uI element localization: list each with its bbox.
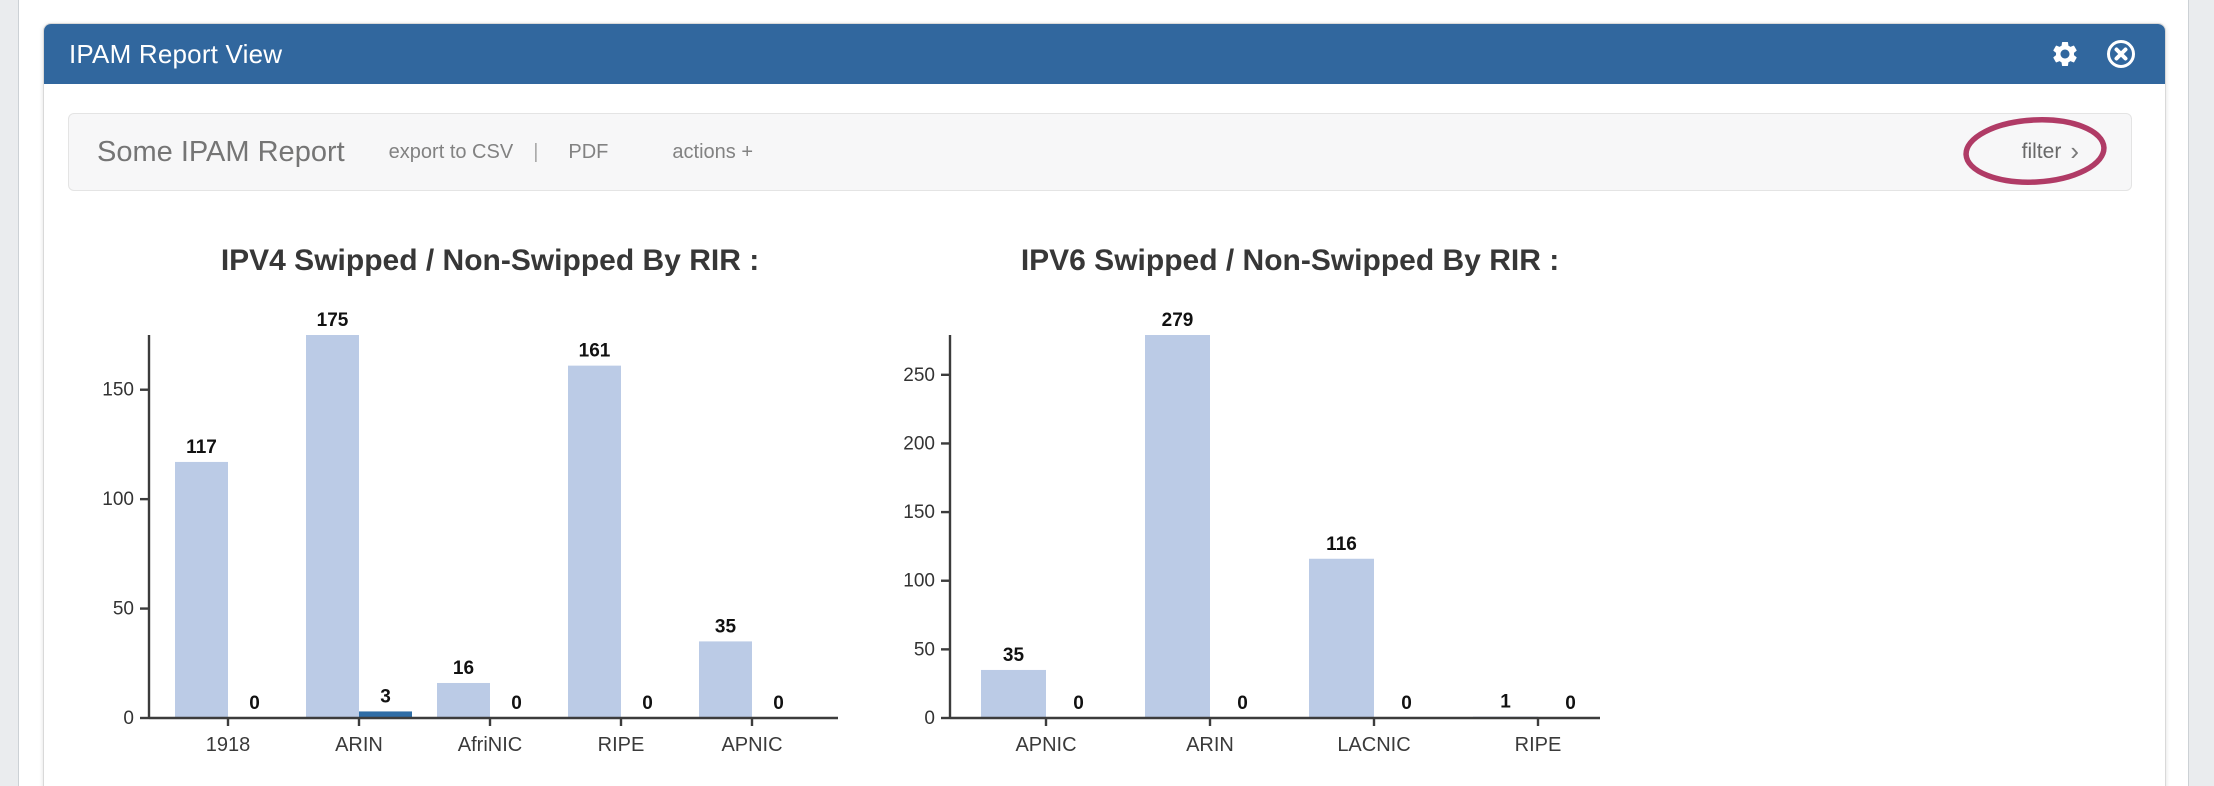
svg-text:0: 0	[642, 693, 653, 714]
gear-icon[interactable]	[2050, 39, 2080, 69]
svg-text:ARIN: ARIN	[1186, 734, 1234, 756]
svg-text:116: 116	[1326, 534, 1357, 555]
svg-text:161: 161	[579, 341, 611, 362]
svg-text:0: 0	[1237, 693, 1248, 714]
svg-text:AfriNIC: AfriNIC	[458, 734, 522, 756]
svg-text:0: 0	[249, 693, 260, 714]
svg-text:1: 1	[1500, 692, 1511, 713]
svg-text:279: 279	[1162, 310, 1194, 331]
svg-text:35: 35	[715, 616, 737, 637]
svg-text:100: 100	[102, 489, 134, 510]
svg-text:35: 35	[1003, 645, 1025, 666]
svg-text:200: 200	[903, 433, 935, 454]
actions-menu-button[interactable]: actions +	[672, 140, 753, 163]
ipam-report-panel: IPAM Report View Some IPAM Report export…	[43, 23, 2166, 786]
filter-button-label: filter	[2021, 140, 2062, 163]
ipv4-chart-title: IPV4 Swipped / Non-Swipped By RIR :	[220, 244, 760, 277]
svg-text:LACNIC: LACNIC	[1337, 734, 1410, 756]
svg-text:3: 3	[380, 686, 391, 707]
svg-text:0: 0	[1401, 693, 1412, 714]
export-pdf-button[interactable]: PDF	[568, 140, 609, 163]
svg-text:0: 0	[123, 708, 134, 729]
svg-text:150: 150	[102, 380, 134, 401]
svg-text:RIPE: RIPE	[1515, 734, 1562, 756]
svg-text:100: 100	[903, 571, 935, 592]
svg-text:150: 150	[903, 502, 935, 523]
svg-text:RIPE: RIPE	[598, 734, 645, 756]
ipv4-chart: 117 175 16 161 35 0 3 0 0 0 0 50 100 150 1918 ARIN AfriN…	[102, 310, 838, 756]
toolbar-separator: |	[533, 140, 539, 163]
panel-title: IPAM Report View	[69, 38, 283, 69]
svg-text:250: 250	[903, 365, 935, 386]
svg-text:1918: 1918	[206, 734, 251, 756]
chevron-right-icon: ›	[2070, 136, 2079, 166]
svg-text:0: 0	[511, 693, 522, 714]
left-gutter	[0, 0, 19, 786]
svg-text:APNIC: APNIC	[1015, 734, 1076, 756]
report-toolbar: Some IPAM Report export to CSV | PDF act…	[68, 113, 2132, 191]
svg-text:0: 0	[1565, 693, 1576, 714]
svg-text:0: 0	[924, 708, 935, 729]
svg-text:50: 50	[914, 639, 935, 660]
svg-text:APNIC: APNIC	[721, 734, 782, 756]
report-title: Some IPAM Report	[97, 135, 345, 168]
ipv6-chart-title: IPV6 Swipped / Non-Swipped By RIR :	[1020, 244, 1560, 277]
svg-text:0: 0	[1073, 693, 1084, 714]
filter-button[interactable]: filter ›	[2021, 136, 2079, 166]
panel-header: IPAM Report View	[44, 24, 2165, 84]
right-gutter	[2188, 0, 2214, 786]
export-csv-button[interactable]: export to CSV	[388, 140, 514, 163]
svg-text:16: 16	[453, 658, 474, 679]
svg-text:117: 117	[186, 437, 217, 458]
svg-text:50: 50	[113, 599, 134, 620]
svg-text:0: 0	[773, 693, 784, 714]
svg-text:175: 175	[317, 310, 349, 331]
circle-close-icon[interactable]	[2106, 39, 2136, 69]
svg-text:ARIN: ARIN	[335, 734, 383, 756]
